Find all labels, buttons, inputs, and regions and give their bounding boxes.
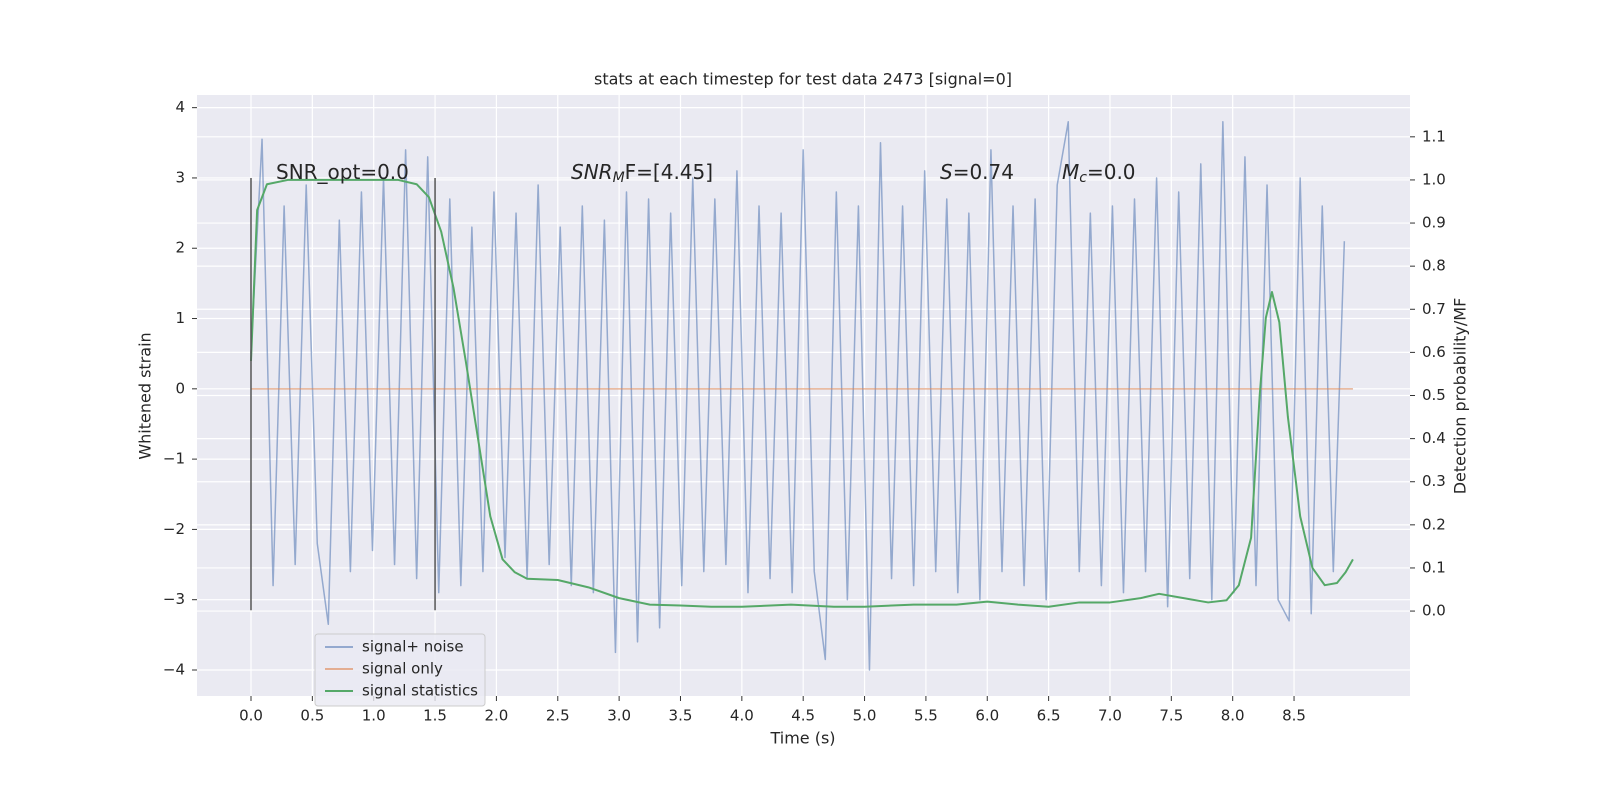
- y2-tick-label: 0.6: [1422, 343, 1446, 361]
- annotation: Mc=0.0: [1062, 160, 1136, 187]
- legend: signal+ noise signal only signal statistic…: [314, 633, 486, 707]
- chart-title: stats at each timestep for test data 247…: [594, 70, 1012, 89]
- y-axis-label: Whitened strain: [136, 332, 155, 459]
- annotation: SNR_opt=0.0: [276, 160, 409, 184]
- x-tick-label: 6.5: [1037, 707, 1061, 725]
- x-tick-label: 2.0: [484, 707, 508, 725]
- tick-layer: 0.0 0.5 1.0 1.5 2.0 2.5 3.0 3.5 4.0 4.5 5.0 5.5 6.0 6…: [163, 98, 1446, 724]
- annotation-part: =0.74: [953, 160, 1014, 184]
- annotation-part: F=[4.45]: [625, 160, 713, 184]
- x-axis-label: Time (s): [769, 729, 835, 748]
- x-tick-label: 5.5: [914, 707, 938, 725]
- y2-tick-label: 0.5: [1422, 386, 1446, 404]
- x-tick-label: 8.0: [1221, 707, 1245, 725]
- y2-tick-label: 0.3: [1422, 472, 1446, 490]
- x-tick-label: 1.0: [362, 707, 386, 725]
- x-tick-label: 1.5: [423, 707, 447, 725]
- x-tick-label: 8.5: [1282, 707, 1306, 725]
- x-tick-label: 0.0: [239, 707, 263, 725]
- x-tick-label: 3.0: [607, 707, 631, 725]
- annotation: S=0.74: [940, 160, 1014, 184]
- y2-tick-label: 0.8: [1422, 257, 1446, 275]
- data-layer: [249, 120, 1354, 671]
- y2-axis-label: Detection probability/MF: [1451, 298, 1470, 495]
- y-tick-label: 0: [175, 379, 185, 397]
- annotation-part: =0.0: [1087, 160, 1136, 184]
- annotation-part: M: [1062, 160, 1079, 184]
- annotation-part: SNR_opt=0.0: [276, 160, 409, 184]
- y-tick-label: −4: [163, 660, 185, 678]
- x-tick-label: 6.0: [975, 707, 999, 725]
- y-tick-label: −1: [163, 450, 185, 468]
- y2-tick-label: 0.4: [1422, 429, 1446, 447]
- x-tick-label: 5.0: [853, 707, 877, 725]
- y-tick-label: 3: [175, 168, 185, 186]
- legend-label: signal only: [362, 660, 443, 678]
- y2-tick-label: 0.1: [1422, 558, 1446, 576]
- x-tick-label: 3.5: [669, 707, 693, 725]
- x-tick-label: 2.5: [546, 707, 570, 725]
- annotation-part: M: [613, 170, 625, 186]
- y2-tick-label: 1.0: [1422, 170, 1446, 188]
- legend-label: signal+ noise: [362, 638, 464, 656]
- x-tick-label: 7.5: [1159, 707, 1183, 725]
- annotation-part: S: [940, 160, 953, 184]
- x-tick-label: 4.0: [730, 707, 754, 725]
- annotation-part: c: [1079, 170, 1087, 186]
- series-line: [250, 120, 1346, 671]
- series-line: [249, 178, 1354, 608]
- y2-tick-label: 0.7: [1422, 300, 1446, 318]
- y2-tick-label: 0.0: [1422, 602, 1446, 620]
- y2-tick-label: 1.1: [1422, 127, 1446, 145]
- y-tick-label: −3: [163, 590, 185, 608]
- x-tick-label: 4.5: [791, 707, 815, 725]
- y-tick-label: 4: [175, 98, 185, 116]
- legend-box: [314, 633, 486, 707]
- y2-tick-label: 0.9: [1422, 214, 1446, 232]
- x-tick-label: 0.5: [300, 707, 324, 725]
- y-tick-label: 1: [175, 309, 185, 327]
- annotation-part: SNR: [571, 160, 613, 184]
- legend-label: signal statistics: [362, 682, 478, 700]
- y-tick-label: −2: [163, 520, 185, 538]
- annotation-layer: SNR_opt=0.0 SNRMF=[4.45] S=0.74 Mc=0.0: [276, 160, 1136, 187]
- x-tick-label: 7.0: [1098, 707, 1122, 725]
- y-tick-label: 2: [175, 239, 185, 257]
- y2-tick-label: 0.2: [1422, 515, 1446, 533]
- annotation: SNRMF=[4.45]: [571, 160, 713, 187]
